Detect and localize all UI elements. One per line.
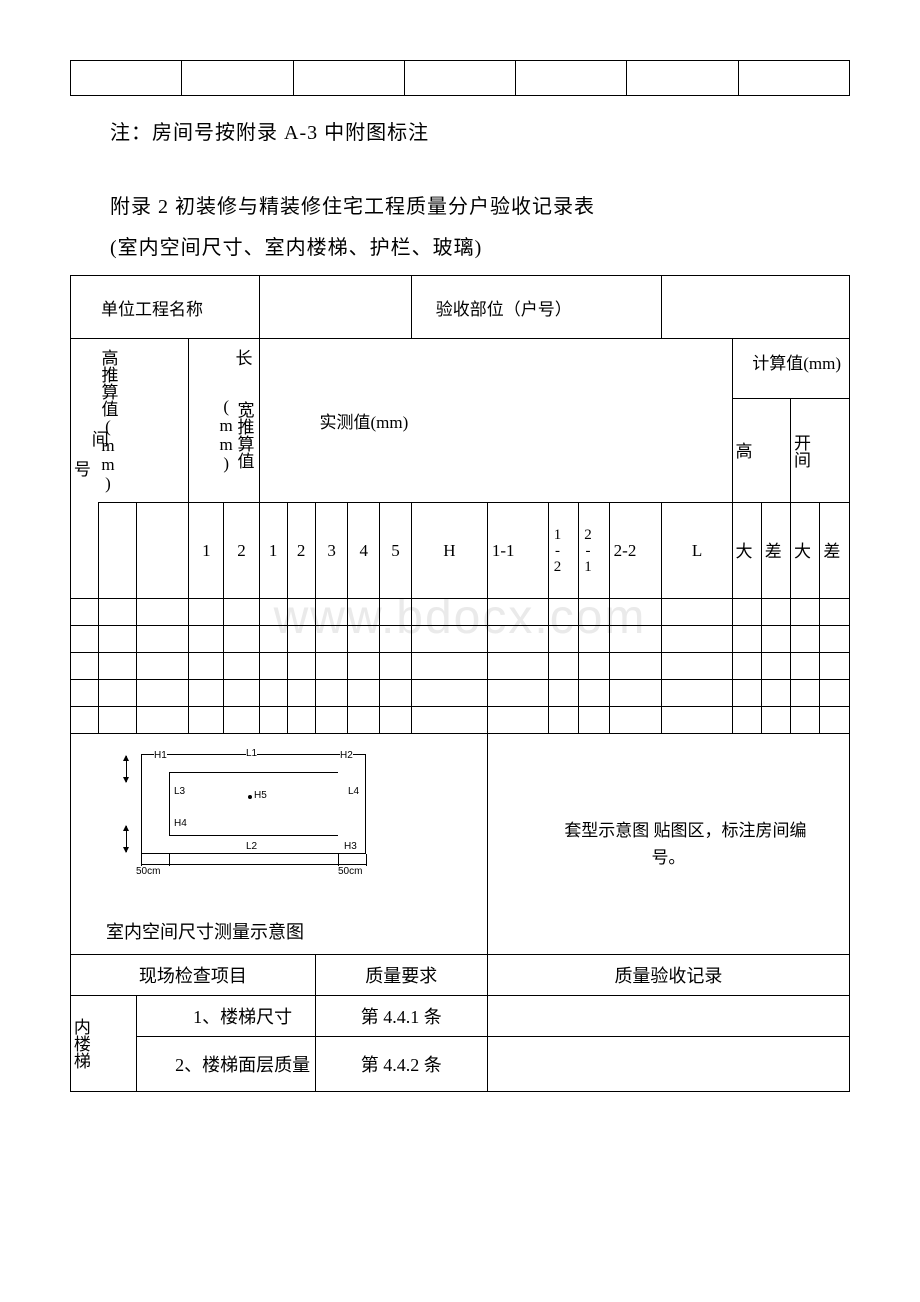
l-2-1: 2-1 [579, 503, 609, 599]
strip-cell [293, 61, 404, 96]
quality-record-header: 质量验收记录 [487, 955, 849, 996]
room-sketch: H1 L1 H2 L3 H5 L4 H4 L2 H3 50cm [106, 746, 411, 896]
quality-req-header: 质量要求 [315, 955, 487, 996]
lw-1: 1 [189, 503, 224, 599]
l-2-2: 2-2 [609, 503, 662, 599]
m-4: 4 [348, 503, 380, 599]
note-text: 注：房间号按附录 A-3 中附图标注 [110, 116, 850, 145]
main-record-table: 单位工程名称 验收部位（户号） 间 号 高推算值(mm) 长 [70, 275, 850, 1092]
strip-cell [404, 61, 515, 96]
lw-calc-top: 长 [189, 344, 252, 369]
l-1-1: 1-1 [487, 503, 548, 599]
strip-cell [182, 61, 293, 96]
inner-stairs-label: 内楼梯 [71, 996, 137, 1092]
l-1-2: 1-2 [548, 503, 578, 599]
diagram-caption: 室内空间尺寸测量示意图 [106, 918, 304, 944]
check-item-2: 2、楼梯面层质量 [136, 1037, 315, 1092]
calc-h-big: 大 [732, 503, 761, 599]
unit-project-value [259, 276, 411, 339]
check-req-1: 第 4.4.1 条 [315, 996, 487, 1037]
strip-cell [738, 61, 849, 96]
check-rec-1 [487, 996, 849, 1037]
calc-kj-big: 大 [791, 503, 820, 599]
strip-cell [627, 61, 738, 96]
top-strip-table [70, 60, 850, 96]
measured-col: 实测值(mm) [259, 339, 732, 503]
appendix-title: 附录 2 初装修与精装修住宅工程质量分户验收记录表 [110, 190, 850, 219]
hcol-blank2 [136, 503, 189, 599]
lw-2: 2 [224, 503, 259, 599]
H-col: H [411, 503, 487, 599]
accept-part-value [662, 276, 850, 339]
calc-kj-diff: 差 [820, 503, 850, 599]
measurement-diagram-cell: H1 L1 H2 L3 H5 L4 H4 L2 H3 50cm [71, 734, 488, 955]
unit-project-label: 单位工程名称 [71, 276, 260, 339]
m-1: 1 [259, 503, 287, 599]
L-col: L [662, 503, 732, 599]
lw-calc-rest: 宽推算值(mm) [217, 373, 253, 496]
m-2: 2 [287, 503, 315, 599]
subtitle: (室内空间尺寸、室内楼梯、护栏、玻璃) [110, 231, 850, 260]
height-calc-col: 高推算值(mm) [99, 339, 189, 503]
strip-cell [516, 61, 627, 96]
field-check-header: 现场检查项目 [71, 955, 316, 996]
paste-area: 套型示意图 贴图区，标注房间编号。 [487, 734, 849, 955]
check-req-2: 第 4.4.2 条 [315, 1037, 487, 1092]
calc-height-sub: 高 [732, 399, 791, 503]
calc-kaijian-sub: 开间 [791, 399, 850, 503]
check-rec-2 [487, 1037, 849, 1092]
m-3: 3 [315, 503, 348, 599]
calc-h-diff: 差 [761, 503, 790, 599]
accept-part-label: 验收部位（户号） [411, 276, 662, 339]
room-no-suffix: 号 [71, 460, 90, 477]
m-5: 5 [380, 503, 412, 599]
lw-calc-col: 长 宽推算值(mm) [189, 339, 259, 503]
check-item-1: 1、楼梯尺寸 [136, 996, 315, 1037]
room-no-col: 间 号 [71, 339, 99, 599]
calc-val-col: 计算值(mm) [732, 339, 849, 399]
strip-cell [71, 61, 182, 96]
hcol-blank [99, 503, 136, 599]
